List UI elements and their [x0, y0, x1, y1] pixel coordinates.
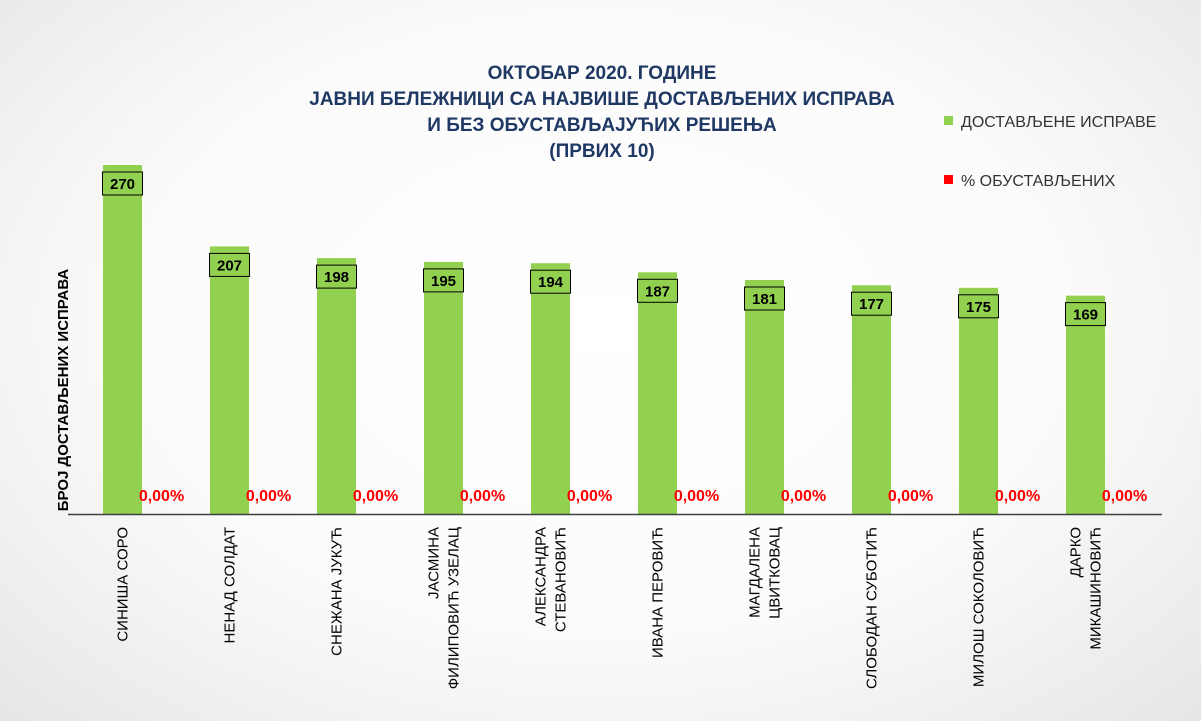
bar-highlight — [424, 259, 463, 263]
percent-label: 0,00% — [888, 488, 933, 505]
category-label: МИЛОШ СОКОЛОВИЋ — [971, 527, 988, 687]
value-label: 207 — [217, 257, 242, 274]
bar-highlight — [210, 244, 249, 247]
value-label-box — [1065, 302, 1106, 327]
chart-title-line: (ПРВИХ 10) — [549, 141, 654, 162]
bar-highlight — [959, 285, 998, 289]
category-label: ЈАСМИНА — [426, 527, 443, 599]
value-label-box — [209, 252, 250, 277]
percent-label: 0,00% — [353, 488, 398, 505]
category-label: ДАРКО — [1068, 527, 1085, 577]
category-label: МАГДАЛЕНА — [747, 527, 764, 618]
bar-highlight — [852, 283, 891, 286]
value-label: 177 — [859, 296, 884, 313]
value-label: 198 — [324, 269, 349, 286]
value-label-box — [637, 278, 678, 303]
legend-label-delivered: ДОСТАВЉЕНЕ ИСПРАВЕ — [961, 114, 1156, 131]
percent-label: 0,00% — [460, 488, 505, 505]
category-label: НЕНАД СОЛДАТ — [222, 527, 239, 644]
bar — [745, 280, 784, 514]
bar — [531, 263, 570, 514]
value-label-box — [958, 294, 999, 319]
bar-highlight — [317, 256, 356, 259]
bar — [317, 258, 356, 514]
category-label: СНЕЖАНА ЈУКУЋ — [329, 527, 346, 656]
bar — [103, 165, 142, 514]
bar — [1066, 295, 1105, 514]
bar-highlight — [531, 261, 570, 264]
category-label: ФИЛИПОВИЋ УЗЕЛАЦ — [446, 527, 463, 689]
value-label-box — [744, 286, 785, 311]
value-label: 181 — [752, 291, 777, 308]
value-label-box — [102, 171, 143, 196]
category-label: СТЕВАНОВИЋ — [553, 527, 570, 632]
category-label: АЛЕКСАНДРА — [533, 527, 550, 626]
value-label: 187 — [645, 283, 670, 300]
category-label: СИНИША СОРО — [115, 527, 132, 642]
value-label: 194 — [538, 274, 564, 291]
bar — [210, 246, 249, 514]
category-label: ИВАНА ПЕРОВИЋ — [650, 527, 667, 658]
percent-label: 0,00% — [674, 488, 719, 505]
percent-label: 0,00% — [139, 488, 184, 505]
bar — [424, 261, 463, 514]
bars-group: 270 0,00% СИНИША СОРО 207 0,00% НЕНАД СОЛДАТ 1… — [102, 163, 1147, 689]
percent-label: 0,00% — [246, 488, 291, 505]
bar — [638, 272, 677, 514]
category-label: СЛОБОДАН СУБОТИЋ — [864, 527, 881, 689]
value-label-box — [423, 268, 464, 293]
chart-title-line: ЈАВНИ БЕЛЕЖНИЦИ СА НАЈВИШЕ ДОСТАВЉЕНИХ И… — [309, 89, 895, 110]
y-axis-label: БРОЈ ДОСТАВЉЕНИХ ИСПРАВА — [55, 269, 72, 512]
chart-title-line: И БЕЗ ОБУСТАВЉАЈУЋИХ РЕШЕЊА — [427, 115, 777, 136]
value-label: 169 — [1073, 307, 1098, 324]
bar-highlight — [638, 270, 677, 273]
bar — [852, 285, 891, 514]
percent-label: 0,00% — [1102, 488, 1147, 505]
percent-label: 0,00% — [781, 488, 826, 505]
value-label-box — [316, 264, 357, 289]
value-label-box — [851, 291, 892, 316]
percent-label: 0,00% — [567, 488, 612, 505]
legend-label-percent: % ОБУСТАВЉЕНИХ — [961, 173, 1116, 190]
category-label: МИКАШИНОВИЋ — [1088, 527, 1105, 650]
percent-label: 0,00% — [995, 488, 1040, 505]
legend-swatch-delivered — [944, 116, 953, 125]
bar-highlight — [103, 163, 142, 166]
bar-highlight — [1066, 293, 1105, 297]
bar — [959, 287, 998, 514]
value-label: 270 — [110, 176, 135, 193]
value-label: 175 — [966, 299, 991, 316]
chart-title-line: ОКТОБАР 2020. ГОДИНЕ — [488, 63, 717, 84]
legend-swatch-percent — [944, 175, 953, 184]
bar-highlight — [745, 278, 784, 281]
value-label: 195 — [431, 273, 456, 290]
category-label: ЦВИТКОВАЦ — [767, 527, 784, 619]
value-label-box — [530, 269, 571, 294]
